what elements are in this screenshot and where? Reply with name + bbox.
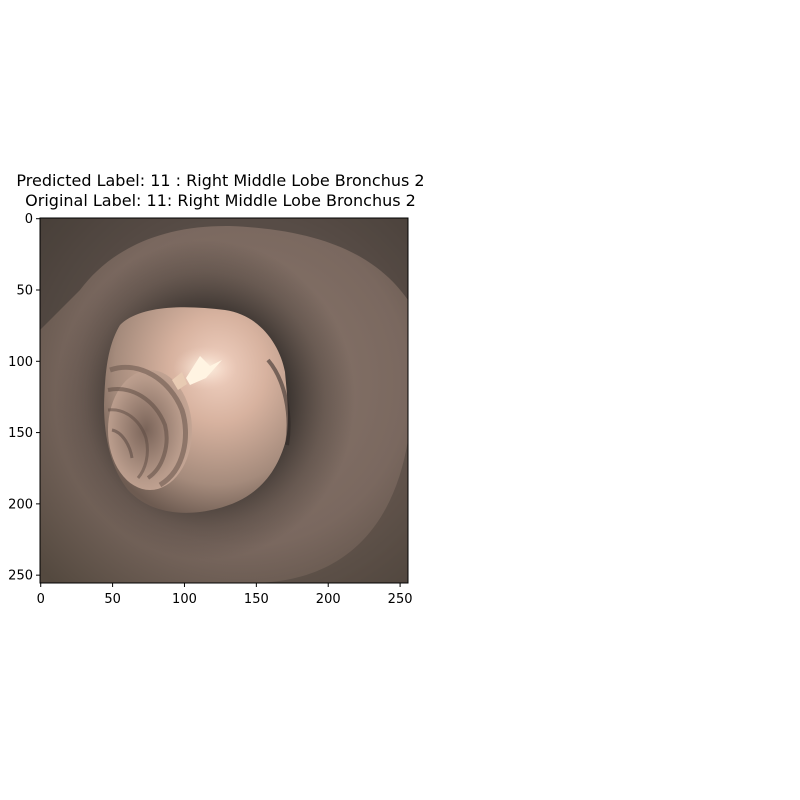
bronchoscopy-image: [40, 218, 408, 583]
axes-frame: [39, 217, 409, 584]
x-tick-label: 50: [104, 592, 121, 607]
y-tick-label: 0: [25, 212, 33, 227]
x-tick-label: 150: [244, 592, 269, 607]
y-tick-label: 50: [16, 284, 33, 299]
y-tick-label: 200: [8, 497, 33, 512]
y-tick-label: 250: [8, 569, 33, 584]
x-tick-label: 0: [37, 592, 45, 607]
y-tick-label: 150: [8, 426, 33, 441]
plot-title-predicted: Predicted Label: 11 : Right Middle Lobe …: [16, 171, 425, 190]
x-tick-label: 100: [172, 592, 197, 607]
x-tick-label: 250: [388, 592, 413, 607]
x-axis: 0 50 100 150 200 250: [37, 583, 413, 607]
x-tick-label: 200: [316, 592, 341, 607]
plot-title-original: Original Label: 11: Right Middle Lobe Br…: [25, 191, 416, 210]
y-tick-label: 100: [8, 355, 33, 370]
y-axis: 0 50 100 150 200 250: [8, 212, 40, 584]
